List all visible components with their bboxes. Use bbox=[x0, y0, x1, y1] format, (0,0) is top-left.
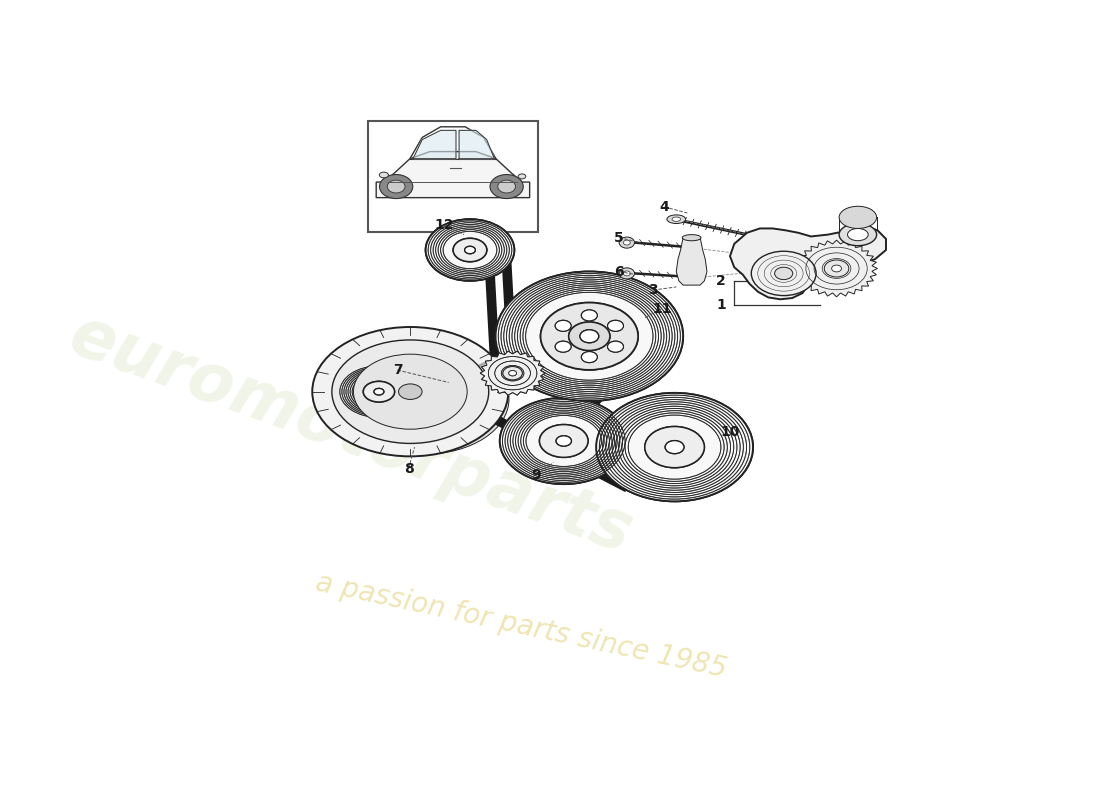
Ellipse shape bbox=[338, 365, 420, 419]
Ellipse shape bbox=[353, 354, 468, 429]
Ellipse shape bbox=[666, 441, 684, 454]
Ellipse shape bbox=[342, 344, 509, 454]
Ellipse shape bbox=[645, 426, 704, 468]
Ellipse shape bbox=[426, 219, 515, 281]
Ellipse shape bbox=[363, 382, 395, 402]
Ellipse shape bbox=[619, 237, 635, 248]
Ellipse shape bbox=[453, 238, 487, 262]
Ellipse shape bbox=[338, 365, 420, 419]
Ellipse shape bbox=[453, 238, 487, 262]
Ellipse shape bbox=[624, 240, 630, 245]
Ellipse shape bbox=[596, 393, 754, 502]
Ellipse shape bbox=[580, 330, 598, 342]
Ellipse shape bbox=[379, 172, 388, 178]
Ellipse shape bbox=[556, 320, 571, 331]
Polygon shape bbox=[459, 130, 494, 158]
Polygon shape bbox=[481, 351, 544, 395]
Ellipse shape bbox=[582, 351, 597, 362]
Ellipse shape bbox=[607, 320, 624, 331]
Ellipse shape bbox=[557, 436, 571, 446]
Ellipse shape bbox=[839, 223, 877, 246]
Polygon shape bbox=[730, 226, 886, 299]
Ellipse shape bbox=[540, 302, 638, 370]
Ellipse shape bbox=[582, 310, 597, 321]
Ellipse shape bbox=[666, 441, 684, 454]
Ellipse shape bbox=[556, 341, 571, 352]
Ellipse shape bbox=[624, 271, 630, 276]
Ellipse shape bbox=[607, 341, 624, 352]
Text: 4: 4 bbox=[660, 200, 669, 214]
Ellipse shape bbox=[464, 246, 475, 254]
Ellipse shape bbox=[508, 370, 517, 376]
Circle shape bbox=[490, 174, 524, 198]
Ellipse shape bbox=[596, 393, 754, 502]
Ellipse shape bbox=[508, 370, 517, 376]
Ellipse shape bbox=[540, 302, 638, 370]
Ellipse shape bbox=[464, 246, 475, 254]
Ellipse shape bbox=[839, 206, 877, 229]
Text: 12: 12 bbox=[434, 218, 454, 232]
Ellipse shape bbox=[824, 260, 849, 277]
Ellipse shape bbox=[499, 398, 628, 484]
Ellipse shape bbox=[503, 366, 522, 380]
Ellipse shape bbox=[607, 320, 624, 331]
Ellipse shape bbox=[496, 271, 683, 401]
Text: 1: 1 bbox=[716, 298, 726, 313]
Ellipse shape bbox=[556, 320, 571, 331]
Ellipse shape bbox=[832, 265, 842, 272]
Ellipse shape bbox=[580, 330, 598, 342]
Ellipse shape bbox=[496, 271, 683, 401]
Ellipse shape bbox=[374, 389, 384, 395]
Ellipse shape bbox=[426, 219, 515, 281]
Text: 7: 7 bbox=[393, 363, 403, 377]
Ellipse shape bbox=[645, 426, 704, 468]
Ellipse shape bbox=[499, 398, 628, 484]
Ellipse shape bbox=[557, 436, 571, 446]
Ellipse shape bbox=[332, 340, 488, 443]
Text: 3: 3 bbox=[648, 283, 658, 297]
Ellipse shape bbox=[751, 251, 816, 295]
Ellipse shape bbox=[672, 217, 681, 222]
Ellipse shape bbox=[682, 234, 701, 241]
Ellipse shape bbox=[774, 267, 793, 280]
Polygon shape bbox=[676, 238, 707, 285]
Text: 10: 10 bbox=[720, 425, 739, 438]
Text: 6: 6 bbox=[614, 265, 624, 278]
Circle shape bbox=[387, 180, 405, 193]
Text: euromotorparts: euromotorparts bbox=[60, 302, 641, 567]
Text: 2: 2 bbox=[716, 274, 726, 288]
Ellipse shape bbox=[539, 425, 588, 458]
Circle shape bbox=[498, 180, 516, 193]
Text: 11: 11 bbox=[652, 302, 671, 315]
Ellipse shape bbox=[607, 341, 624, 352]
Text: 9: 9 bbox=[531, 468, 541, 482]
Polygon shape bbox=[795, 240, 878, 297]
Polygon shape bbox=[412, 130, 456, 158]
Ellipse shape bbox=[582, 351, 597, 362]
Ellipse shape bbox=[363, 382, 395, 402]
Ellipse shape bbox=[518, 174, 526, 179]
Ellipse shape bbox=[503, 366, 522, 380]
Ellipse shape bbox=[312, 327, 508, 456]
Text: 8: 8 bbox=[404, 462, 414, 476]
Ellipse shape bbox=[374, 389, 384, 395]
Ellipse shape bbox=[556, 341, 571, 352]
Ellipse shape bbox=[847, 229, 868, 241]
Ellipse shape bbox=[667, 215, 685, 223]
Polygon shape bbox=[376, 151, 530, 198]
Ellipse shape bbox=[619, 268, 635, 279]
Text: 5: 5 bbox=[614, 230, 624, 245]
Ellipse shape bbox=[569, 322, 611, 350]
Ellipse shape bbox=[582, 310, 597, 321]
Circle shape bbox=[379, 174, 412, 198]
Polygon shape bbox=[481, 351, 544, 395]
Text: a passion for parts since 1985: a passion for parts since 1985 bbox=[314, 569, 729, 683]
Ellipse shape bbox=[398, 384, 422, 399]
Ellipse shape bbox=[569, 322, 611, 350]
Ellipse shape bbox=[539, 425, 588, 458]
